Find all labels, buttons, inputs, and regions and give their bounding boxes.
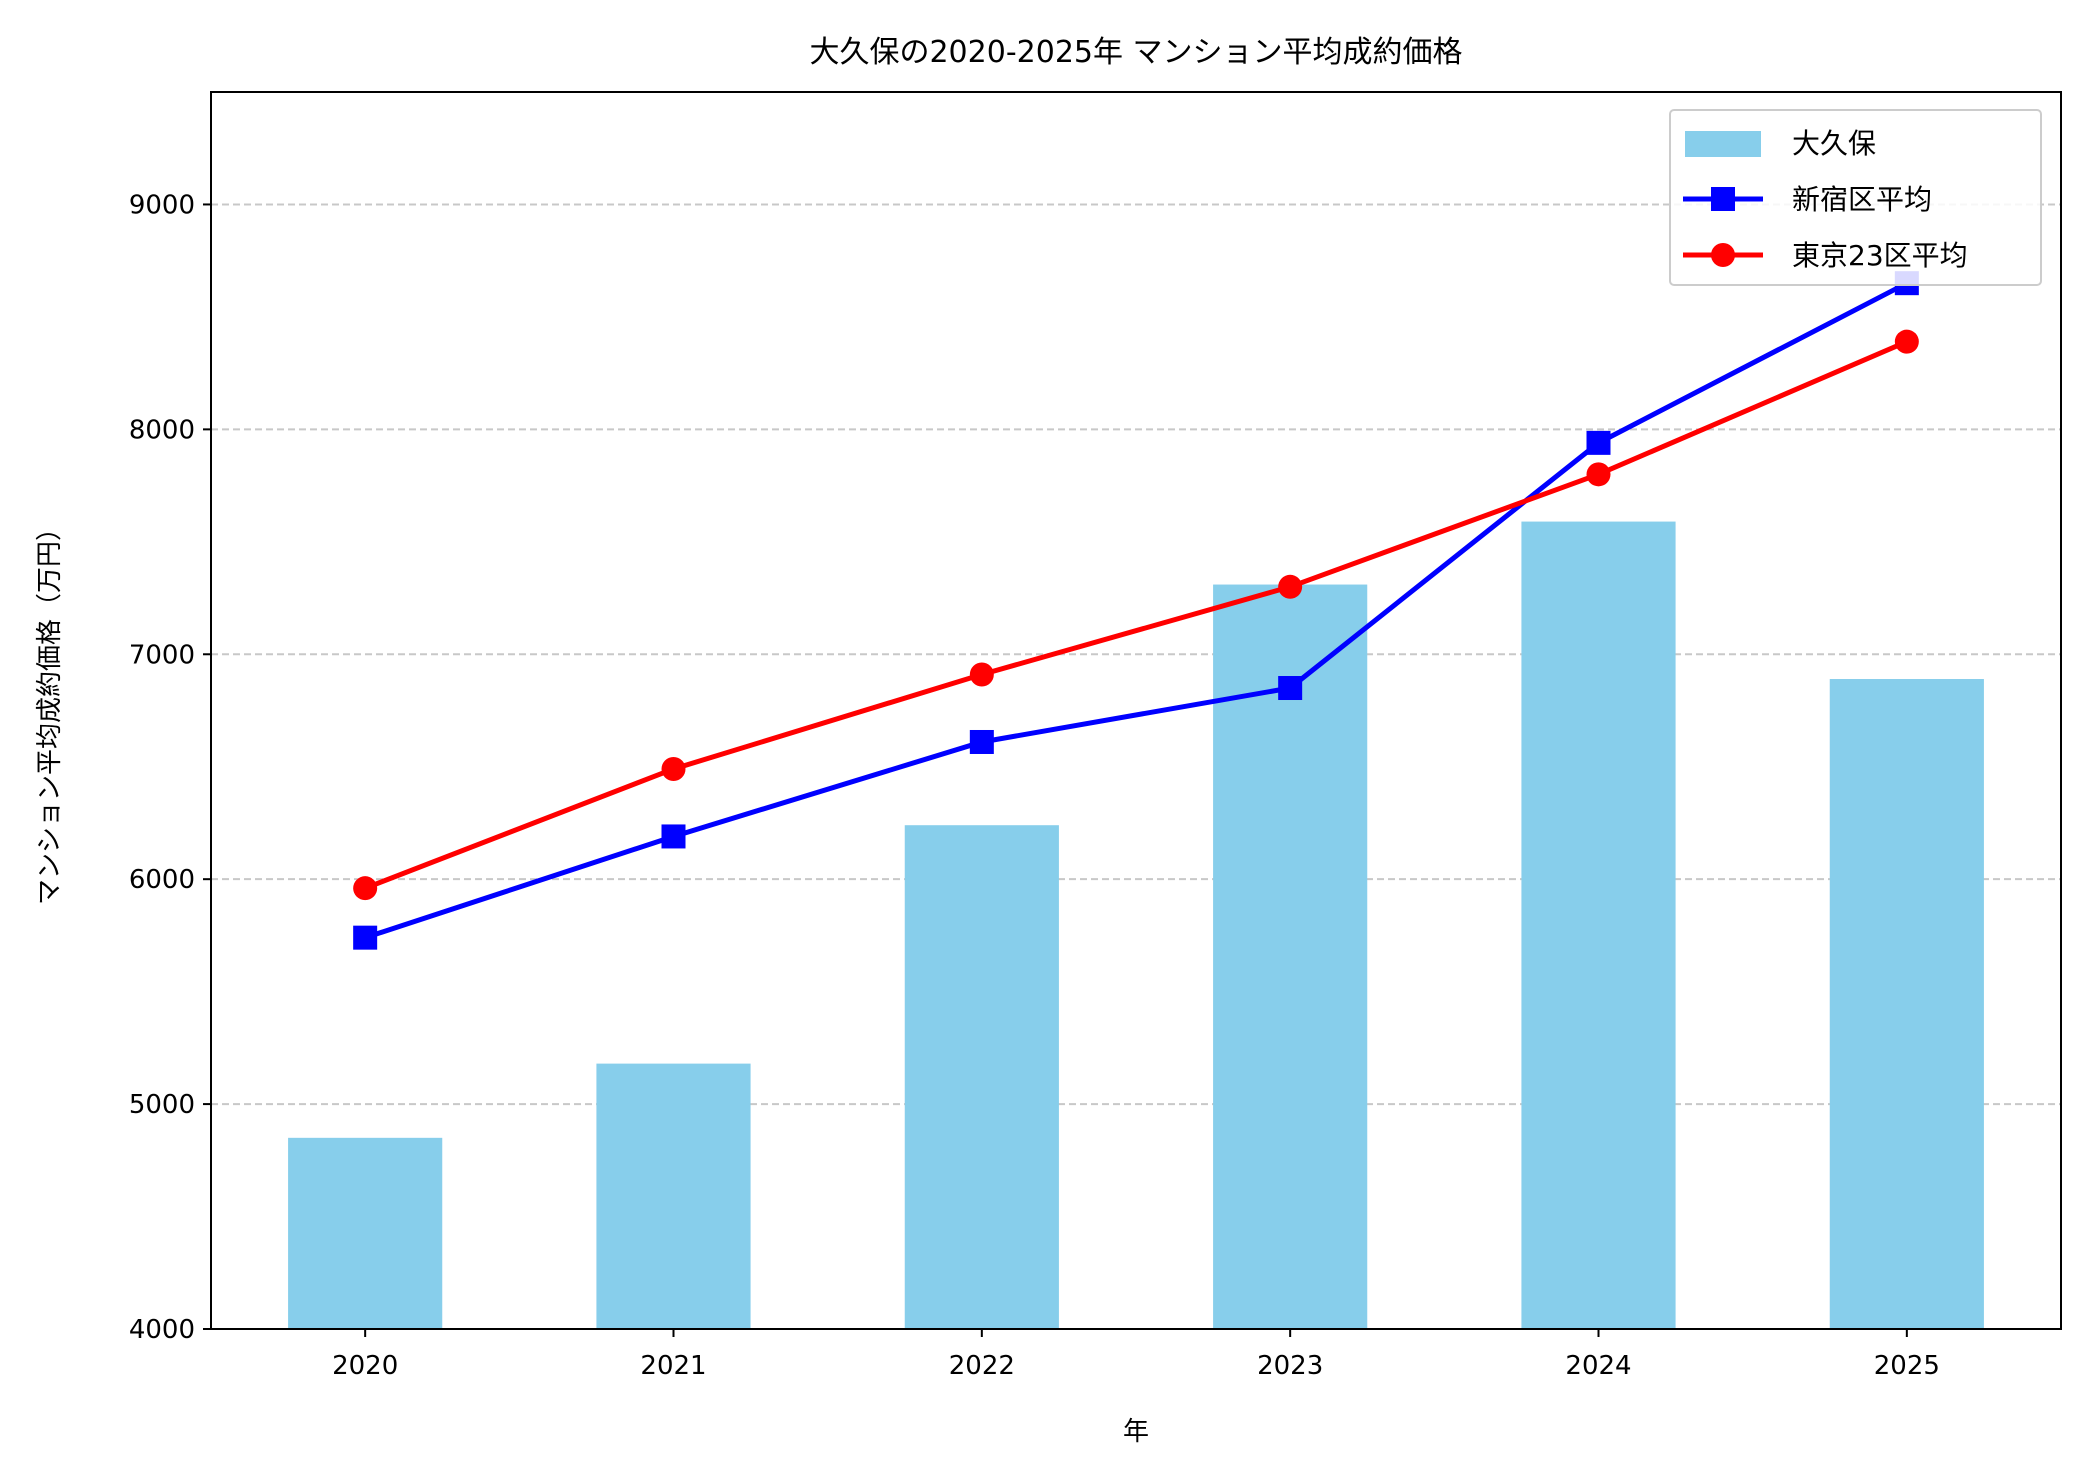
legend-swatch [1685, 131, 1761, 157]
legend-label: 東京23区平均 [1792, 239, 1968, 272]
plot-frame [210, 91, 2062, 1330]
bars [288, 521, 1984, 1329]
grid [211, 203, 2061, 1106]
y-tick-label: 4000 [129, 1315, 195, 1345]
y-tick-label: 7000 [129, 640, 195, 670]
chart-title: 大久保の2020-2025年 マンション平均成約価格 [809, 35, 1462, 70]
legend-marker [1711, 187, 1735, 211]
x-axis-label: 年 [1123, 1417, 1149, 1447]
legend-marker [1711, 243, 1735, 267]
bar-2024 [1521, 521, 1676, 1329]
point-marker [1278, 676, 1303, 701]
x-tick-label: 2025 [1874, 1351, 1940, 1381]
point-marker [1278, 574, 1303, 599]
point-marker [1586, 430, 1611, 455]
bar-2025 [1829, 679, 1984, 1329]
bar-2023 [1213, 584, 1368, 1329]
point-marker [661, 824, 686, 849]
x-tick-label: 2024 [1565, 1351, 1631, 1381]
y-axis-label: マンション平均成約価格（万円） [35, 515, 65, 905]
x-ticks: 2020 2021 2022 2023 2024 2025 [332, 1329, 1940, 1381]
bar-2020 [288, 1137, 443, 1329]
x-tick-label: 2023 [1257, 1351, 1323, 1381]
series-line [364, 280, 1908, 941]
legend-frame [1669, 109, 2042, 286]
bar-2021 [596, 1063, 751, 1329]
point-marker [1894, 329, 1919, 354]
point-marker [969, 729, 994, 754]
point-marker [969, 662, 994, 687]
bar-2022 [904, 825, 1059, 1329]
legend-label: 大久保 [1792, 127, 1876, 160]
point-marker [353, 876, 378, 901]
series-line [364, 339, 1908, 891]
y-tick-label: 8000 [129, 415, 195, 445]
lines [353, 271, 1919, 950]
point-marker [661, 756, 686, 781]
y-ticks: 4000 5000 6000 7000 8000 9000 [129, 190, 211, 1345]
x-tick-label: 2022 [949, 1351, 1015, 1381]
x-tick-label: 2021 [640, 1351, 706, 1381]
point-marker [1586, 462, 1611, 487]
y-tick-label: 6000 [129, 865, 195, 895]
y-tick-label: 9000 [129, 190, 195, 220]
legend-label: 新宿区平均 [1792, 183, 1932, 216]
point-marker [353, 925, 378, 950]
x-tick-label: 2020 [332, 1351, 398, 1381]
y-tick-label: 5000 [129, 1090, 195, 1120]
